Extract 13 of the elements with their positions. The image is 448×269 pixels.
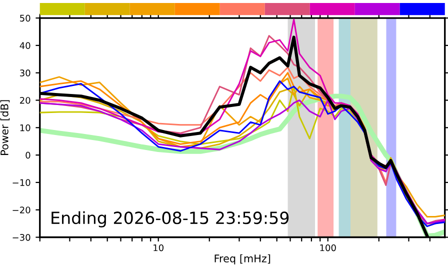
y-tick-label: 30	[20, 70, 30, 76]
y-axis-title: Power [dB]	[0, 100, 10, 155]
y-tick-label: 20	[20, 96, 30, 104]
y-tick-label: 0	[26, 152, 30, 159]
y-tick-label: −20	[12, 206, 30, 214]
y-tick-label: 40	[20, 42, 30, 49]
y-tick-label: −30	[12, 234, 30, 241]
x-axis-title: Freq [mHz]	[214, 254, 270, 264]
y-tick-label: 10	[20, 124, 30, 132]
annotation: Ending 2026-08-15 23:59:59	[52, 211, 289, 228]
y-tick-label: −10	[12, 179, 30, 186]
y-tick-label: 50	[20, 14, 30, 22]
x-tick-label: 100	[320, 244, 336, 252]
